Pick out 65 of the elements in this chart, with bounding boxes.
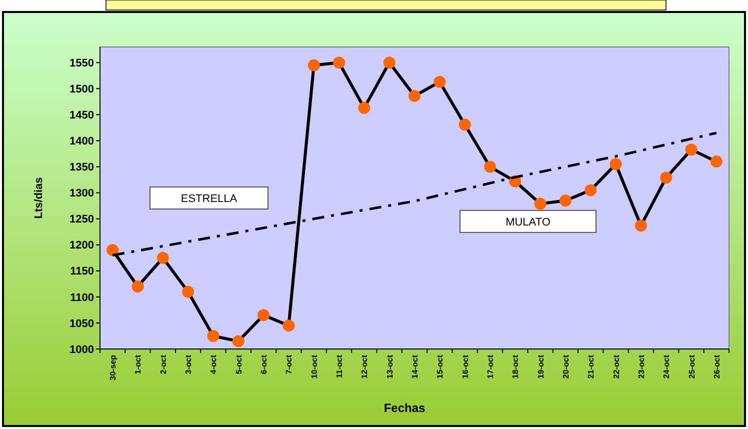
x-tick-label: 10-oct	[310, 354, 319, 379]
x-tick-label: 7-oct	[284, 354, 294, 374]
point	[484, 160, 496, 173]
point	[333, 56, 346, 69]
x-tick-label: 24-oct	[662, 354, 672, 379]
point	[534, 198, 546, 210]
x-tick-label: 5-oct	[234, 354, 244, 374]
annotation: MULATO	[506, 216, 551, 228]
x-tick-label: 25-oct	[687, 354, 696, 379]
y-axis-title: Lts/dias	[33, 177, 45, 219]
y-tick-label: 1150	[70, 266, 94, 278]
y-tick-label: 1200	[70, 240, 94, 252]
point	[408, 90, 420, 102]
x-tick-label: 4-oct	[209, 354, 218, 374]
point	[258, 309, 270, 322]
point	[610, 158, 622, 170]
point	[156, 252, 169, 264]
point	[584, 184, 597, 196]
x-tick-label: 17-oct	[486, 354, 495, 379]
x-tick-label: 1-oct	[134, 354, 143, 374]
y-tick-label: 1250	[70, 214, 94, 226]
point	[383, 56, 396, 69]
x-tick-label: 16-oct	[460, 354, 470, 379]
y-tick-label: 1500	[70, 84, 94, 96]
x-tick-label: 19-oct	[536, 354, 546, 379]
point	[132, 280, 144, 293]
point	[358, 102, 370, 114]
x-tick-label: 2-oct	[158, 354, 168, 374]
x-tick-label: 6-oct	[260, 354, 269, 374]
point	[282, 320, 295, 332]
x-tick-label: 14-oct	[410, 354, 420, 379]
point	[207, 330, 220, 342]
x-tick-label: 13-oct	[385, 354, 394, 379]
x-tick-label: 21-oct	[586, 354, 596, 379]
point	[308, 59, 320, 72]
point	[434, 76, 446, 88]
x-tick-label: 18-oct	[511, 354, 520, 379]
y-tick-label: 1550	[70, 57, 94, 70]
x-axis-title: Fechas	[384, 401, 426, 415]
x-tick-label: 15-oct	[436, 354, 445, 379]
y-tick-label: 1050	[70, 318, 94, 330]
x-tick-label: 26-oct	[712, 354, 722, 379]
x-tick-label: 22-oct	[612, 354, 621, 379]
y-tick-label: 1100	[70, 292, 94, 304]
y-tick-label: 1450	[70, 110, 94, 122]
x-tick-label: 23-oct	[636, 354, 646, 379]
point	[106, 244, 119, 256]
x-tick-label: 11-oct	[335, 354, 344, 378]
y-tick-label: 1300	[70, 188, 94, 200]
point	[660, 172, 672, 184]
point	[685, 144, 698, 156]
annotation: ESTRELLA	[180, 192, 238, 205]
point	[710, 156, 722, 168]
point	[182, 286, 194, 298]
point	[232, 335, 244, 348]
y-tick-label: 1350	[70, 162, 94, 174]
x-tick-label: 30-sep	[108, 354, 118, 380]
point	[458, 118, 471, 131]
x-tick-label: 3-oct	[184, 354, 194, 374]
point	[559, 194, 572, 207]
x-tick-label: 12-oct	[360, 354, 370, 379]
x-tick-label: 20-oct	[561, 354, 570, 379]
point	[634, 220, 647, 232]
y-tick-label: 1400	[70, 136, 94, 148]
y-tick-label: 1000	[70, 344, 94, 356]
